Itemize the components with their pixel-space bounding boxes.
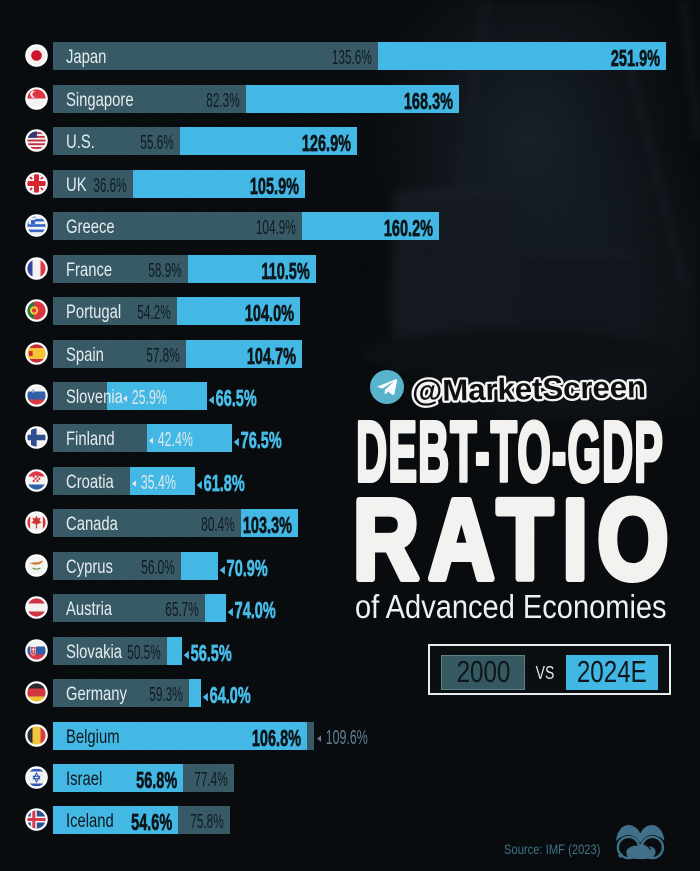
svg-text:RATIO: RATIO <box>353 486 671 588</box>
svg-text:DEBT-TO-GDP: DEBT-TO-GDP <box>356 412 664 490</box>
svg-text:@MarketScreen: @MarketScreen <box>412 371 647 408</box>
